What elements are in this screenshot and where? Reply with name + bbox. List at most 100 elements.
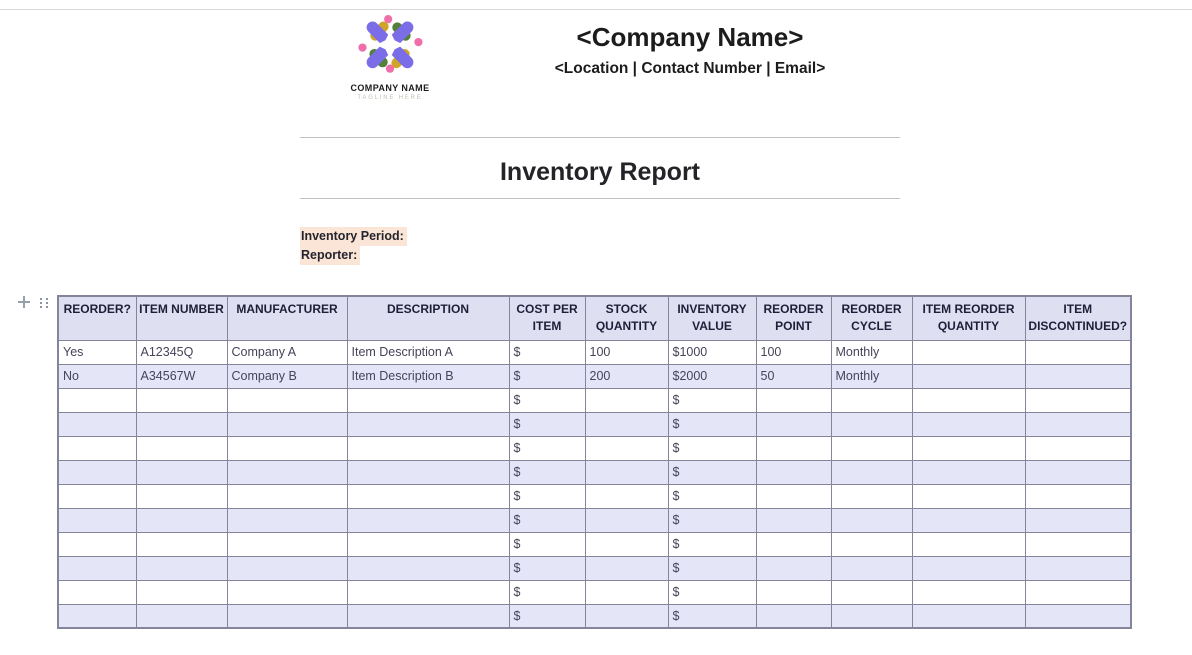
table-cell[interactable]: [830, 435, 913, 461]
table-cell[interactable]: [346, 531, 510, 557]
table-cell[interactable]: [830, 603, 913, 629]
table-cell[interactable]: [911, 555, 1026, 581]
table-cell[interactable]: $1000: [667, 339, 757, 365]
table-cell[interactable]: [755, 531, 832, 557]
table-cell[interactable]: [135, 387, 228, 413]
table-cell[interactable]: [226, 411, 348, 437]
table-cell[interactable]: [135, 435, 228, 461]
table-cell[interactable]: $: [508, 411, 586, 437]
table-cell[interactable]: [911, 387, 1026, 413]
table-cell[interactable]: $: [508, 363, 586, 389]
company-details-placeholder[interactable]: <Location | Contact Number | Email>: [554, 60, 826, 77]
table-cell[interactable]: [1024, 531, 1132, 557]
table-cell[interactable]: [346, 603, 510, 629]
reporter-field[interactable]: Reporter:: [300, 246, 361, 265]
table-cell[interactable]: [57, 507, 137, 533]
table-cell[interactable]: Company A: [226, 339, 348, 365]
table-cell[interactable]: [911, 459, 1026, 485]
table-cell[interactable]: [830, 483, 913, 509]
table-cell[interactable]: $: [508, 459, 586, 485]
table-cell[interactable]: [346, 411, 510, 437]
table-cell[interactable]: [57, 459, 137, 485]
table-cell[interactable]: [755, 603, 832, 629]
table-cell[interactable]: $: [508, 579, 586, 605]
table-cell[interactable]: A34567W: [135, 363, 228, 389]
table-cell[interactable]: [911, 483, 1026, 509]
table-cell[interactable]: Monthly: [830, 363, 913, 389]
table-cell[interactable]: [226, 387, 348, 413]
table-cell[interactable]: [57, 603, 137, 629]
table-cell[interactable]: [226, 483, 348, 509]
table-cell[interactable]: $: [667, 507, 757, 533]
table-cell[interactable]: [226, 507, 348, 533]
table-cell[interactable]: [135, 555, 228, 581]
table-cell[interactable]: [1024, 483, 1132, 509]
table-cell[interactable]: [911, 339, 1026, 365]
table-cell[interactable]: [584, 459, 669, 485]
table-cell[interactable]: [584, 531, 669, 557]
table-cell[interactable]: [57, 579, 137, 605]
table-cell[interactable]: [1024, 603, 1132, 629]
table-cell[interactable]: [1024, 435, 1132, 461]
table-cell[interactable]: [830, 555, 913, 581]
table-cell[interactable]: [830, 411, 913, 437]
table-cell[interactable]: [1024, 387, 1132, 413]
table-cell[interactable]: $: [667, 387, 757, 413]
table-cell[interactable]: [226, 435, 348, 461]
table-cell[interactable]: [57, 555, 137, 581]
table-cell[interactable]: [346, 387, 510, 413]
table-cell[interactable]: [911, 411, 1026, 437]
table-cell[interactable]: $: [508, 555, 586, 581]
table-cell[interactable]: Item Description B: [346, 363, 510, 389]
table-cell[interactable]: $: [667, 459, 757, 485]
table-cell[interactable]: [830, 387, 913, 413]
table-cell[interactable]: [1024, 339, 1132, 365]
table-cell[interactable]: [911, 507, 1026, 533]
table-cell[interactable]: [584, 555, 669, 581]
table-cell[interactable]: A12345Q: [135, 339, 228, 365]
table-cell[interactable]: [346, 507, 510, 533]
table-cell[interactable]: [135, 579, 228, 605]
table-cell[interactable]: [911, 603, 1026, 629]
table-cell[interactable]: $: [667, 411, 757, 437]
table-cell[interactable]: [830, 459, 913, 485]
table-cell[interactable]: $: [508, 339, 586, 365]
table-cell[interactable]: [584, 579, 669, 605]
table-cell[interactable]: $: [667, 483, 757, 509]
table-cell[interactable]: $: [508, 507, 586, 533]
table-cell[interactable]: $: [667, 603, 757, 629]
table-cell[interactable]: [135, 483, 228, 509]
table-cell[interactable]: Company B: [226, 363, 348, 389]
table-cell[interactable]: Monthly: [830, 339, 913, 365]
table-cell[interactable]: [226, 603, 348, 629]
table-cell[interactable]: 100: [755, 339, 832, 365]
table-cell[interactable]: $: [508, 603, 586, 629]
table-cell[interactable]: No: [57, 363, 137, 389]
table-cell[interactable]: [57, 483, 137, 509]
inventory-period-field[interactable]: Inventory Period:: [300, 227, 407, 246]
table-cell[interactable]: [226, 459, 348, 485]
table-cell[interactable]: [1024, 555, 1132, 581]
table-cell[interactable]: [57, 387, 137, 413]
table-cell[interactable]: [584, 387, 669, 413]
table-cell[interactable]: [135, 603, 228, 629]
table-cell[interactable]: [1024, 507, 1132, 533]
table-cell[interactable]: 100: [584, 339, 669, 365]
table-cell[interactable]: [226, 555, 348, 581]
table-cell[interactable]: $: [508, 483, 586, 509]
table-cell[interactable]: [755, 579, 832, 605]
table-cell[interactable]: 50: [755, 363, 832, 389]
table-cell[interactable]: [1024, 363, 1132, 389]
table-drag-handle[interactable]: [39, 297, 50, 308]
table-cell[interactable]: [135, 507, 228, 533]
table-cell[interactable]: [226, 531, 348, 557]
company-name-placeholder[interactable]: <Company Name>: [576, 22, 804, 52]
table-cell[interactable]: [911, 579, 1026, 605]
table-cell[interactable]: [755, 483, 832, 509]
table-cell[interactable]: [135, 531, 228, 557]
table-cell[interactable]: [135, 411, 228, 437]
table-cell[interactable]: $2000: [667, 363, 757, 389]
table-cell[interactable]: [584, 435, 669, 461]
table-cell[interactable]: 200: [584, 363, 669, 389]
table-cell[interactable]: [57, 411, 137, 437]
